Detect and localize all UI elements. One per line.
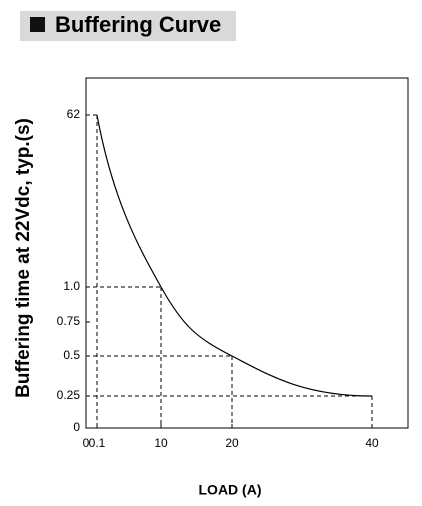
y-tick-label: 0.75 xyxy=(57,314,81,328)
y-axis-title: Buffering time at 22Vdc, typ.(s) xyxy=(13,118,34,398)
chart-title: Buffering Curve xyxy=(55,12,221,37)
x-tick-label: 40 xyxy=(365,436,379,450)
y-tick-label: 0.5 xyxy=(63,348,80,362)
title-icon xyxy=(30,17,45,32)
x-tick-label: 10 xyxy=(154,436,168,450)
y-tick-label: 1.0 xyxy=(63,279,80,293)
x-tick-label: 0 xyxy=(83,436,90,450)
y-tick-label: 0 xyxy=(73,420,80,434)
title-band xyxy=(20,11,236,41)
x-tick-label: 20 xyxy=(225,436,239,450)
x-tick-label: 0.1 xyxy=(89,436,106,450)
curve xyxy=(96,114,373,397)
plot-frame xyxy=(85,77,409,429)
y-tick-label: 0.25 xyxy=(57,388,81,402)
x-axis-title: LOAD (A) xyxy=(199,482,262,498)
y-tick-label: 62 xyxy=(67,107,81,121)
